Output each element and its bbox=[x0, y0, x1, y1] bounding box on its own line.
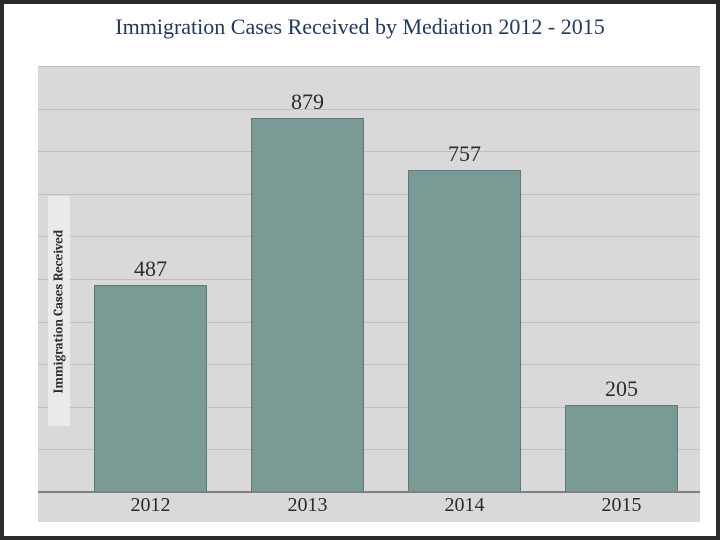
xaxis-tick-label: 2014 bbox=[386, 494, 543, 522]
bar-slot: 757 bbox=[386, 66, 543, 492]
xaxis-labels: 2012201320142015 bbox=[72, 494, 700, 522]
plot-band: Immigration Cases Received 487879757205 … bbox=[38, 66, 700, 522]
bar: 757 bbox=[408, 170, 521, 492]
plot-area: 487 879 757 205 bbox=[72, 66, 700, 492]
bars-container: 487 879 757 205 bbox=[72, 66, 700, 492]
bar-value-label: 757 bbox=[448, 141, 481, 167]
bar: 879 bbox=[251, 118, 364, 492]
slide-frame: Immigration Cases Received by Mediation … bbox=[0, 0, 720, 540]
xaxis-tick-label: 2013 bbox=[229, 494, 386, 522]
bar: 205 bbox=[565, 405, 678, 492]
yaxis-strip: Immigration Cases Received bbox=[48, 196, 70, 426]
bar-value-label: 205 bbox=[605, 376, 638, 402]
yaxis-label: Immigration Cases Received bbox=[52, 229, 67, 393]
bar-value-label: 487 bbox=[134, 256, 167, 282]
xaxis-tick-label: 2015 bbox=[543, 494, 700, 522]
xaxis-tick-label: 2012 bbox=[72, 494, 229, 522]
bar-slot: 879 bbox=[229, 66, 386, 492]
bar: 487 bbox=[94, 285, 207, 492]
slide-inner: Immigration Cases Received by Mediation … bbox=[10, 10, 710, 530]
bar-slot: 487 bbox=[72, 66, 229, 492]
gridline bbox=[38, 492, 700, 493]
chart-title: Immigration Cases Received by Mediation … bbox=[10, 14, 710, 40]
bar-value-label: 879 bbox=[291, 89, 324, 115]
bar-slot: 205 bbox=[543, 66, 700, 492]
xaxis-line bbox=[38, 491, 700, 492]
